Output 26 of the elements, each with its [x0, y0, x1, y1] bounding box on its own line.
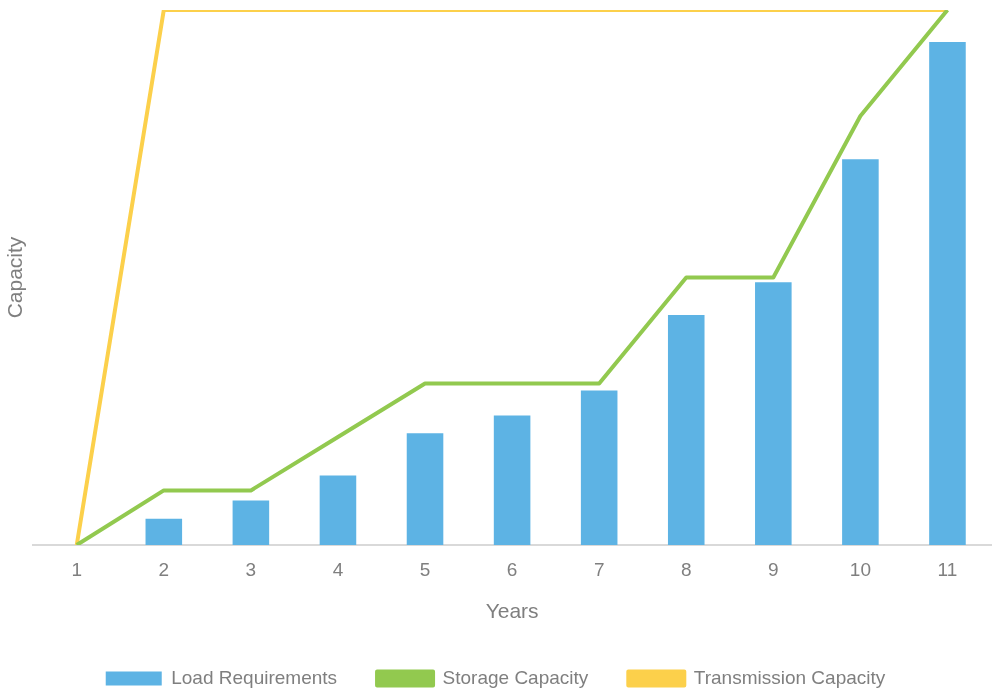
- bar: [493, 415, 531, 545]
- legend-label: Transmission Capacity: [693, 666, 886, 688]
- x-tick-label: 1: [71, 558, 83, 580]
- x-tick-label: 2: [158, 558, 170, 580]
- bar: [667, 314, 705, 545]
- legend-label: Load Requirements: [171, 666, 338, 688]
- x-tick-label: 8: [680, 558, 692, 580]
- bar: [319, 475, 357, 545]
- bar: [145, 518, 183, 545]
- x-tick-label: 3: [245, 558, 257, 580]
- x-tick-label: 10: [849, 558, 871, 580]
- x-tick-label: 9: [768, 558, 779, 580]
- bar: [232, 500, 270, 545]
- x-tick-label: 5: [419, 558, 431, 580]
- legend-label: Storage Capacity: [442, 666, 589, 688]
- bar: [406, 433, 444, 545]
- bar: [929, 42, 966, 545]
- bar: [755, 282, 792, 545]
- x-tick-label: 6: [506, 558, 518, 580]
- y-axis-title: Capacity: [3, 236, 27, 319]
- bar: [580, 390, 618, 545]
- x-tick-label: 7: [593, 558, 605, 580]
- x-axis-title: Years: [485, 599, 539, 623]
- bar: [842, 159, 879, 545]
- x-tick-label: 4: [332, 558, 344, 580]
- x-tick-label: 11: [937, 558, 958, 580]
